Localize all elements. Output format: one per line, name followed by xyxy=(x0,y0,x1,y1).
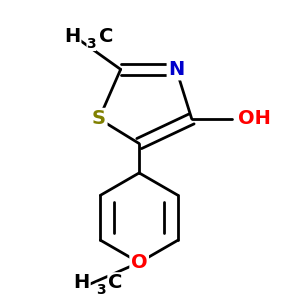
Text: O: O xyxy=(131,253,148,272)
Text: S: S xyxy=(92,109,106,128)
Text: 3: 3 xyxy=(86,37,96,51)
Text: N: N xyxy=(168,60,184,79)
Text: H: H xyxy=(74,273,90,292)
Text: C: C xyxy=(108,273,123,292)
Text: OH: OH xyxy=(238,109,271,128)
Text: 3: 3 xyxy=(96,283,105,297)
Text: C: C xyxy=(99,27,113,46)
Text: H: H xyxy=(64,27,80,46)
